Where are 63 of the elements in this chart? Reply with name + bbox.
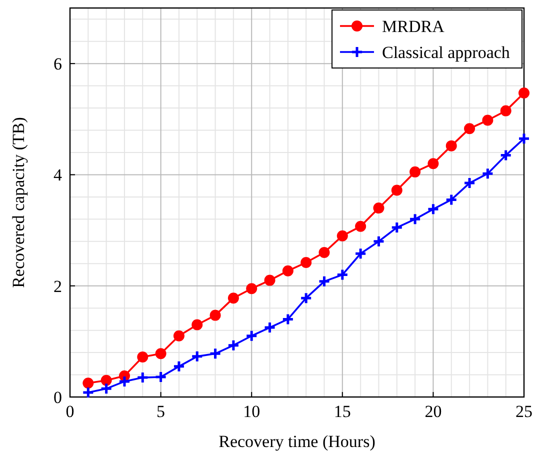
- point: [336, 230, 348, 242]
- y-tick-label: 6: [54, 54, 62, 74]
- point: [118, 375, 131, 388]
- point: [100, 374, 112, 386]
- point: [155, 348, 166, 360]
- x-axis-title: Recovery time (Hours): [218, 432, 376, 451]
- y-tick-label: 4: [54, 166, 62, 185]
- point: [82, 378, 94, 389]
- point: [410, 166, 421, 178]
- point: [355, 220, 366, 232]
- point: [300, 292, 312, 304]
- point: [136, 371, 149, 384]
- point: [82, 386, 94, 399]
- point: [318, 247, 330, 258]
- legend-label: MRDRA: [382, 17, 446, 36]
- point: [463, 176, 476, 190]
- point: [190, 350, 204, 363]
- point: [282, 312, 294, 326]
- x-tick-label: 15: [334, 402, 351, 421]
- point: [100, 382, 113, 395]
- point: [446, 140, 457, 152]
- point: [500, 105, 512, 116]
- point: [227, 339, 240, 352]
- x-tick-label: 20: [424, 402, 442, 421]
- y-tick-label: 2: [54, 276, 62, 296]
- point: [354, 247, 367, 260]
- point: [264, 321, 276, 334]
- point: [282, 265, 294, 276]
- point: [445, 193, 458, 206]
- point: [172, 360, 186, 373]
- point: [336, 268, 349, 281]
- point: [137, 351, 148, 362]
- point: [390, 221, 404, 234]
- x-tick-label: 5: [156, 402, 166, 421]
- point: [246, 283, 258, 294]
- point: [500, 149, 512, 162]
- point: [210, 310, 221, 321]
- point: [408, 212, 422, 226]
- legend-label: Classical approach: [382, 43, 510, 62]
- point: [264, 274, 276, 286]
- point: [428, 158, 439, 170]
- point: [154, 370, 168, 384]
- y-tick-label: 0: [54, 388, 62, 407]
- point: [391, 184, 402, 196]
- point: [426, 202, 440, 216]
- point: [464, 123, 476, 134]
- point: [318, 275, 330, 288]
- point: [481, 167, 494, 180]
- point: [373, 202, 384, 214]
- point: [518, 88, 530, 99]
- point: [372, 235, 385, 248]
- point: [173, 330, 184, 342]
- point: [482, 114, 494, 126]
- point: [228, 292, 239, 304]
- point: [192, 319, 203, 330]
- x-tick-label: 10: [243, 402, 260, 421]
- point: [245, 330, 258, 342]
- point: [300, 257, 312, 268]
- y-axis-title: Recovered capacity (TB): [9, 117, 28, 288]
- x-tick-label: 25: [516, 402, 532, 421]
- point: [518, 132, 530, 145]
- point: [209, 347, 222, 360]
- x-tick-label: 0: [66, 402, 74, 421]
